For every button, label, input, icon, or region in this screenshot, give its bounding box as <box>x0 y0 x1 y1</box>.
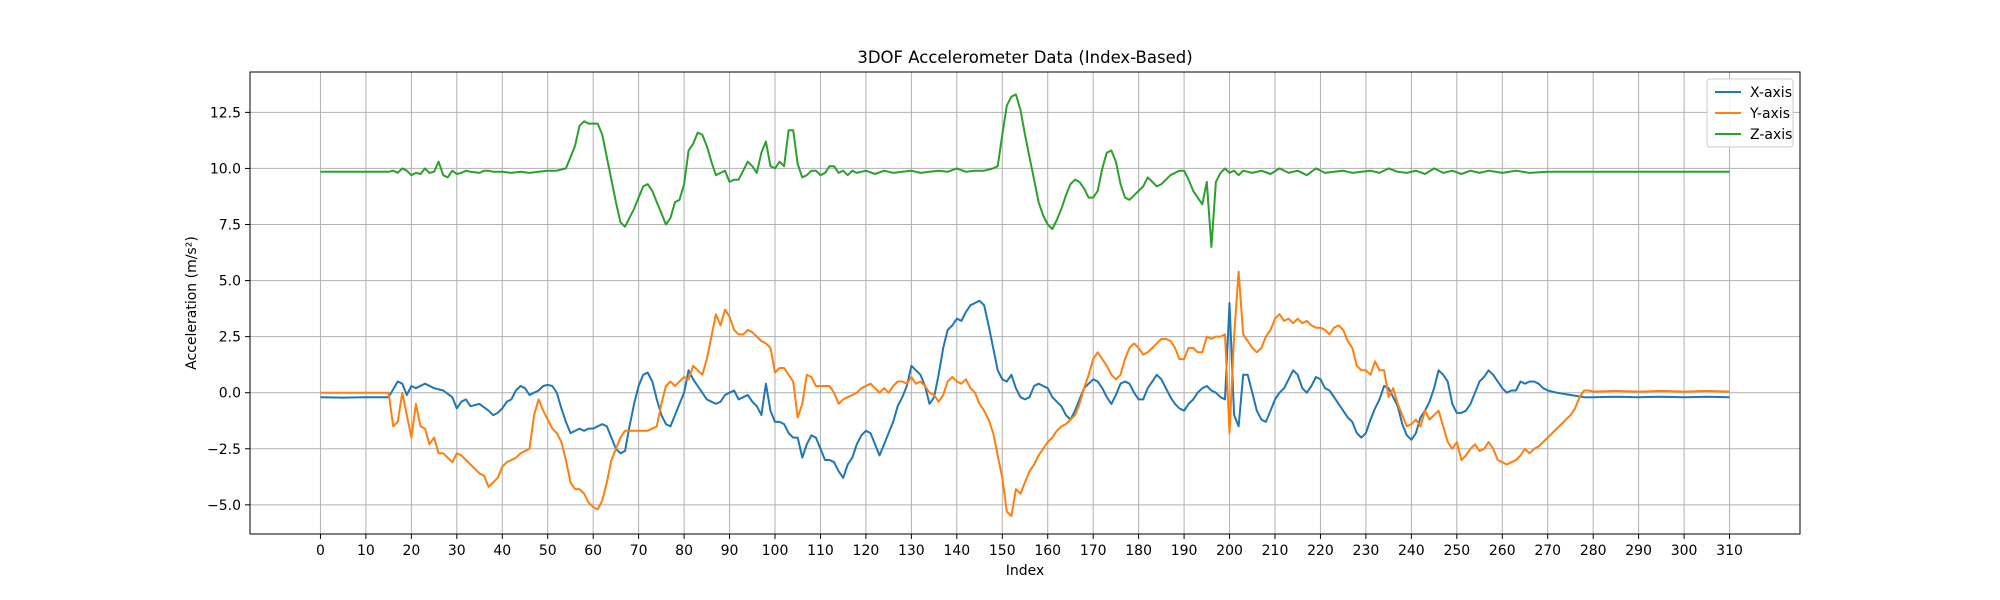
x-tick-label: 280 <box>1580 543 1607 559</box>
x-tick-label: 90 <box>721 543 739 559</box>
series-line-x-axis <box>320 299 1730 479</box>
x-tick-label: 110 <box>807 543 834 559</box>
x-tick-label: 290 <box>1625 543 1652 559</box>
y-tick-label: 5.0 <box>219 274 241 290</box>
x-tick-label: 160 <box>1034 543 1061 559</box>
grid-lines <box>250 72 1800 534</box>
legend-label-x-axis: X-axis <box>1750 85 1792 101</box>
y-axis-ticks: −5.0 −2.5 0.0 2.5 5.0 7.5 10.0 12.5 <box>207 105 250 514</box>
x-tick-label: 70 <box>630 543 648 559</box>
x-tick-label: 100 <box>762 543 789 559</box>
legend-box <box>1706 78 1794 148</box>
x-tick-label: 140 <box>943 543 970 559</box>
y-tick-label: −5.0 <box>207 498 241 514</box>
x-tick-label: 210 <box>1262 543 1289 559</box>
x-tick-label: 200 <box>1216 543 1243 559</box>
x-tick-label: 300 <box>1671 543 1698 559</box>
x-tick-label: 230 <box>1353 543 1380 559</box>
x-tick-label: 40 <box>493 543 511 559</box>
x-tick-label: 260 <box>1489 543 1516 559</box>
x-tick-label: 130 <box>898 543 925 559</box>
legend-label-z-axis: Z-axis <box>1750 127 1792 143</box>
x-tick-label: 30 <box>448 543 466 559</box>
legend: X-axis Y-axis Z-axis <box>1706 78 1794 148</box>
x-tick-label: 20 <box>402 543 420 559</box>
x-tick-label: 150 <box>989 543 1016 559</box>
x-tick-label: 220 <box>1307 543 1334 559</box>
x-tick-label: 80 <box>675 543 693 559</box>
y-tick-label: 2.5 <box>219 330 241 346</box>
x-tick-label: 170 <box>1080 543 1107 559</box>
y-axis-title: Acceleration (m/s²) <box>184 236 200 370</box>
x-tick-label: 60 <box>584 543 602 559</box>
x-tick-label: 270 <box>1534 543 1561 559</box>
chart-title: 3DOF Accelerometer Data (Index-Based) <box>857 48 1192 67</box>
y-tick-label: 7.5 <box>219 218 241 234</box>
x-tick-label: 120 <box>853 543 880 559</box>
x-tick-label: 240 <box>1398 543 1425 559</box>
y-tick-label: 10.0 <box>210 161 241 177</box>
series-lines <box>320 93 1730 518</box>
x-tick-label: 10 <box>357 543 375 559</box>
x-axis-ticks: 0 10 20 30 40 50 60 70 80 90 100 110 120 130 140 150 160… <box>316 534 1743 559</box>
x-tick-label: 250 <box>1443 543 1470 559</box>
plot-frame <box>249 71 1801 535</box>
x-tick-label: 180 <box>1125 543 1152 559</box>
y-tick-label: −2.5 <box>207 442 241 458</box>
y-tick-label: 12.5 <box>210 105 241 121</box>
y-tick-label: 0.0 <box>219 386 241 402</box>
x-tick-label: 50 <box>539 543 557 559</box>
legend-label-y-axis: Y-axis <box>1749 106 1790 122</box>
series-line-y-axis <box>320 270 1730 518</box>
x-tick-label: 310 <box>1716 543 1743 559</box>
x-axis-title: Index <box>1006 563 1045 579</box>
x-tick-label: 190 <box>1171 543 1198 559</box>
series-line-z-axis <box>320 93 1730 248</box>
x-tick-label: 0 <box>316 543 325 559</box>
